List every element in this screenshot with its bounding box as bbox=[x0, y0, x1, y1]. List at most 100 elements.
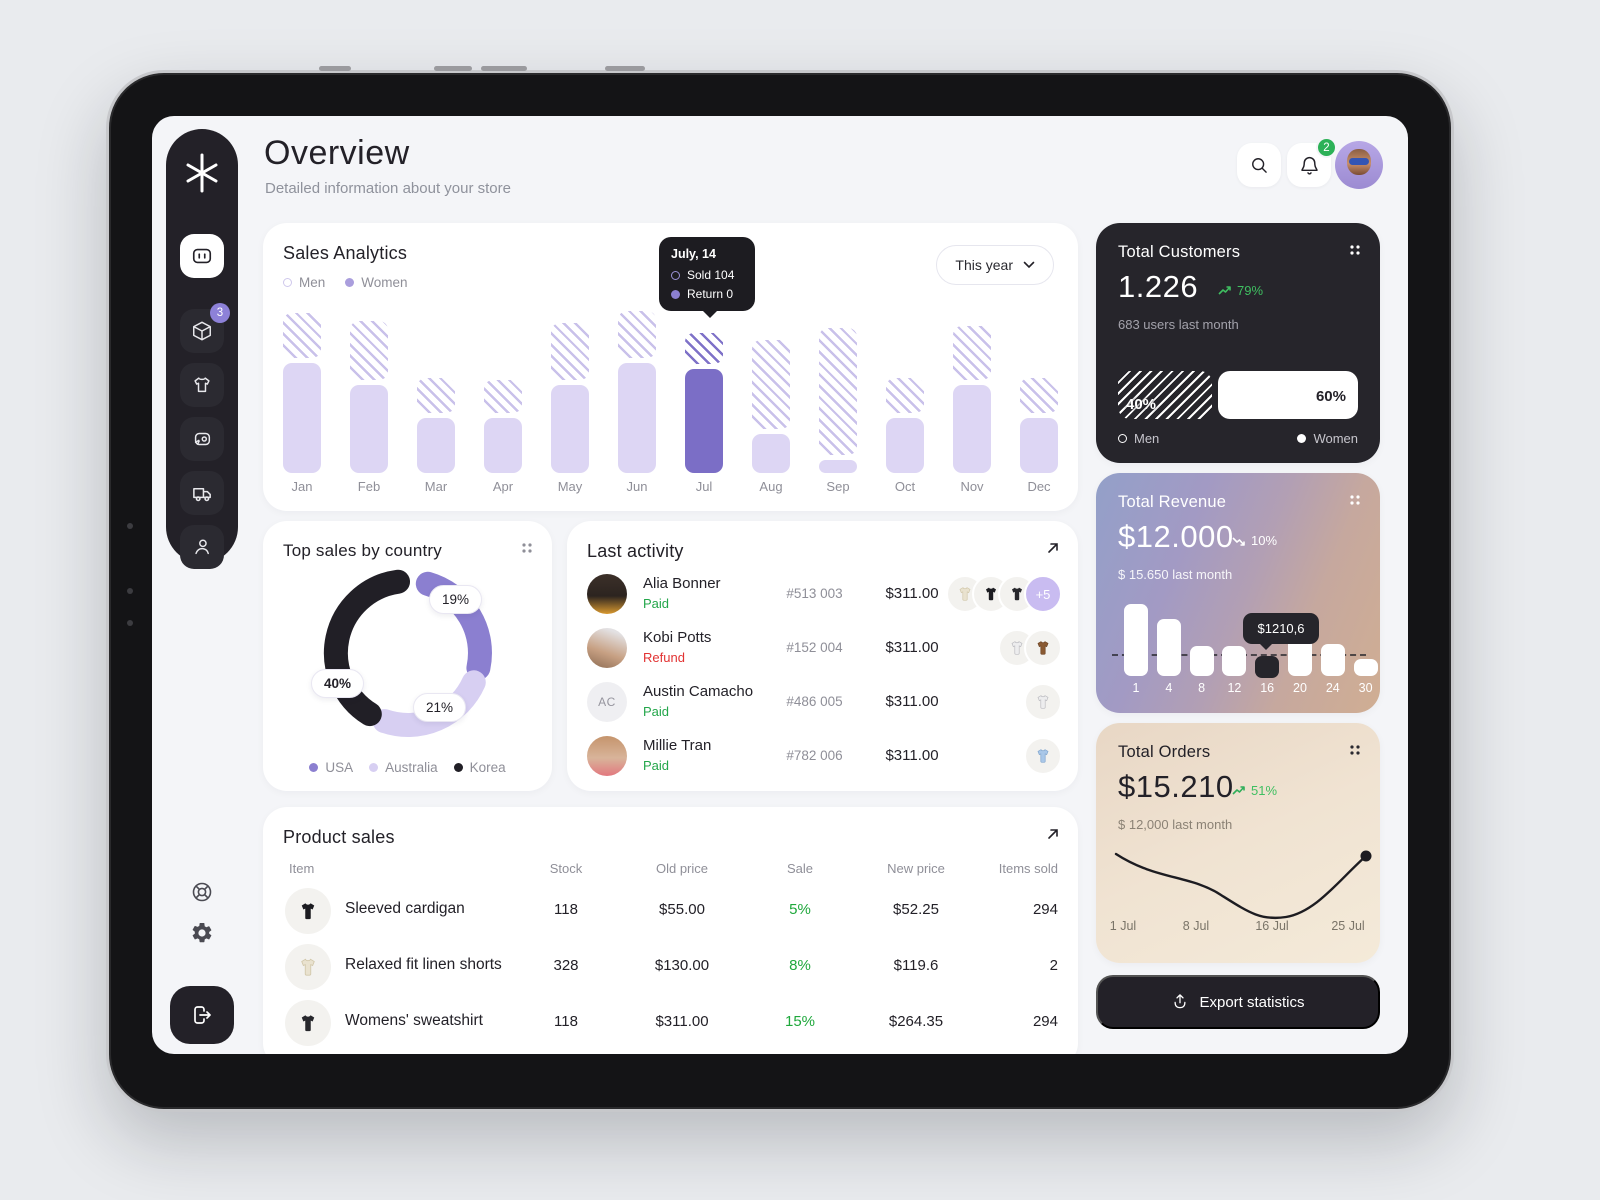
sales-bar-solid-Sep[interactable] bbox=[819, 460, 857, 473]
sales-bar-hatch-Dec[interactable] bbox=[1020, 378, 1058, 413]
last-activity-open-link[interactable] bbox=[1046, 541, 1060, 560]
total-customers-trend: 79% bbox=[1218, 283, 1263, 298]
sales-bar-hatch-Jan[interactable] bbox=[283, 313, 321, 358]
revenue-bar-30[interactable] bbox=[1353, 659, 1378, 676]
sales-analytics-card: Sales Analytics Men Women This year Jan Fe… bbox=[263, 223, 1078, 511]
product-cell: $311.00 bbox=[655, 1013, 709, 1030]
sidebar-item-orders[interactable]: 3 bbox=[180, 303, 230, 353]
sales-bar-solid-Mar[interactable] bbox=[417, 418, 455, 473]
settings-button[interactable] bbox=[166, 921, 238, 945]
sales-bar-hatch-Sep[interactable] bbox=[819, 328, 857, 455]
search-icon bbox=[1252, 158, 1267, 173]
sidebar-item-customers[interactable] bbox=[180, 525, 224, 569]
activity-row[interactable]: Alia Bonner Paid #513 003 $311.00 +5 bbox=[567, 567, 1078, 621]
product-cell: $119.6 bbox=[893, 957, 939, 974]
revenue-bar-16[interactable] bbox=[1255, 656, 1280, 678]
sales-bar-hatch-Apr[interactable] bbox=[484, 380, 522, 413]
sales-month-label: Aug bbox=[759, 479, 783, 494]
activity-row[interactable]: Millie Tran Paid #782 006 $311.00 bbox=[567, 729, 1078, 783]
sales-bar-solid-Nov[interactable] bbox=[953, 385, 991, 473]
drag-handle-icon[interactable] bbox=[1348, 743, 1362, 762]
table-header-new-price: New price bbox=[887, 861, 945, 876]
order-amount: $311.00 bbox=[885, 585, 939, 602]
order-items-thumbnails bbox=[998, 629, 1062, 667]
sales-bar-hatch-May[interactable] bbox=[551, 323, 589, 380]
clothing-item-linen bbox=[301, 958, 315, 976]
sales-bar-hatch-Feb[interactable] bbox=[350, 321, 388, 380]
sales-legend: Men Women bbox=[283, 275, 408, 290]
sales-bar-hatch-Aug[interactable] bbox=[752, 340, 790, 429]
revenue-bar-12[interactable] bbox=[1222, 646, 1247, 676]
drag-handle-icon[interactable] bbox=[520, 541, 534, 560]
sidebar-item-products[interactable] bbox=[180, 363, 224, 407]
product-row[interactable]: Womens' sweatshirt 118 $311.00 15% $264.35 29… bbox=[263, 995, 1078, 1051]
product-sales-open-link[interactable] bbox=[1046, 827, 1060, 846]
notifications-button[interactable]: 2 bbox=[1287, 137, 1337, 187]
app-logo-asterisk-icon[interactable] bbox=[166, 151, 238, 195]
order-amount: $311.00 bbox=[885, 639, 939, 656]
total-orders-value: $15.210 bbox=[1118, 769, 1234, 804]
lifebuoy-help-icon bbox=[192, 882, 212, 902]
order-items-thumbnails: +5 bbox=[946, 575, 1062, 613]
payment-status: Refund bbox=[643, 650, 685, 665]
revenue-bar-4[interactable] bbox=[1156, 619, 1181, 676]
clothing-item-black-top bbox=[1012, 587, 1022, 601]
year-filter-dropdown[interactable]: This year bbox=[936, 245, 1054, 285]
product-cell: 2 bbox=[1049, 957, 1058, 974]
product-cell: 5% bbox=[789, 901, 811, 918]
sales-bar-hatch-Nov[interactable] bbox=[953, 326, 991, 380]
product-row[interactable]: Sleeved cardigan 118 $55.00 5% $52.25 294 bbox=[263, 883, 1078, 939]
sales-bar-solid-May[interactable] bbox=[551, 385, 589, 473]
tablet-side-dot bbox=[127, 523, 133, 529]
revenue-x-label: 12 bbox=[1227, 681, 1242, 695]
sales-bar-solid-Jan[interactable] bbox=[283, 363, 321, 473]
total-revenue-trend: 10% bbox=[1232, 533, 1277, 548]
customer-name: Kobi Potts bbox=[643, 629, 712, 646]
user-avatar[interactable] bbox=[1335, 141, 1383, 189]
customer-name: Austin Camacho bbox=[643, 683, 754, 700]
customer-name: Millie Tran bbox=[643, 737, 712, 754]
sales-bar-hatch-Oct[interactable] bbox=[886, 378, 924, 413]
export-statistics-button[interactable]: Export statistics bbox=[1096, 975, 1380, 1029]
activity-row[interactable]: AC Austin Camacho Paid #486 005 $311.00 bbox=[567, 675, 1078, 729]
revenue-bar-1[interactable] bbox=[1124, 604, 1148, 676]
sales-bar-solid-Feb[interactable] bbox=[350, 385, 388, 473]
legend-item-women: Women bbox=[1297, 431, 1358, 446]
logout-button[interactable] bbox=[170, 986, 234, 1044]
search-button[interactable] bbox=[1237, 143, 1281, 187]
help-button[interactable] bbox=[166, 880, 238, 904]
gear-icon bbox=[192, 922, 212, 943]
product-row[interactable]: Relaxed fit linen shorts 328 $130.00 8% $119… bbox=[263, 939, 1078, 995]
sales-chart-tooltip: July, 14 Sold 104 Return 0 bbox=[659, 237, 755, 318]
sales-bar-hatch-Jul[interactable] bbox=[685, 333, 723, 364]
item-thumbnail[interactable] bbox=[1024, 683, 1062, 721]
top-sales-title: Top sales by country bbox=[283, 541, 442, 560]
trend-down-icon bbox=[1232, 536, 1245, 546]
sales-bar-solid-Dec[interactable] bbox=[1020, 418, 1058, 473]
sidebar-item-dashboard[interactable] bbox=[180, 234, 224, 278]
sales-month-label: Dec bbox=[1027, 479, 1051, 494]
sidebar-item-delivery[interactable] bbox=[180, 471, 224, 515]
revenue-bar-24[interactable] bbox=[1320, 644, 1345, 676]
more-items-badge[interactable]: +5 bbox=[1024, 575, 1062, 613]
sales-bar-solid-Aug[interactable] bbox=[752, 434, 790, 473]
dashboard-screen: 3 bbox=[152, 116, 1408, 1054]
sales-bar-solid-Oct[interactable] bbox=[886, 418, 924, 473]
total-orders-subtitle: $ 12,000 last month bbox=[1118, 817, 1233, 832]
revenue-bar-8[interactable] bbox=[1189, 646, 1214, 676]
item-thumbnail[interactable] bbox=[1024, 629, 1062, 667]
legend-label: Women bbox=[361, 275, 408, 290]
sales-bar-solid-Apr[interactable] bbox=[484, 418, 522, 473]
activity-row[interactable]: Kobi Potts Refund #152 004 $311.00 bbox=[567, 621, 1078, 675]
men-split-label: 40% bbox=[1126, 396, 1157, 413]
sales-bar-solid-Jul[interactable] bbox=[685, 369, 723, 473]
item-thumbnail[interactable] bbox=[1024, 737, 1062, 775]
sales-bar-hatch-Mar[interactable] bbox=[417, 378, 455, 413]
orders-x-label: 25 Jul bbox=[1331, 919, 1365, 933]
sales-bar-hatch-Jun[interactable] bbox=[618, 311, 656, 358]
drag-handle-icon[interactable] bbox=[1348, 243, 1362, 262]
drag-handle-icon[interactable] bbox=[1348, 493, 1362, 512]
sales-bar-solid-Jun[interactable] bbox=[618, 363, 656, 473]
table-header-stock: Stock bbox=[549, 861, 583, 876]
sidebar-item-media[interactable] bbox=[180, 417, 224, 461]
